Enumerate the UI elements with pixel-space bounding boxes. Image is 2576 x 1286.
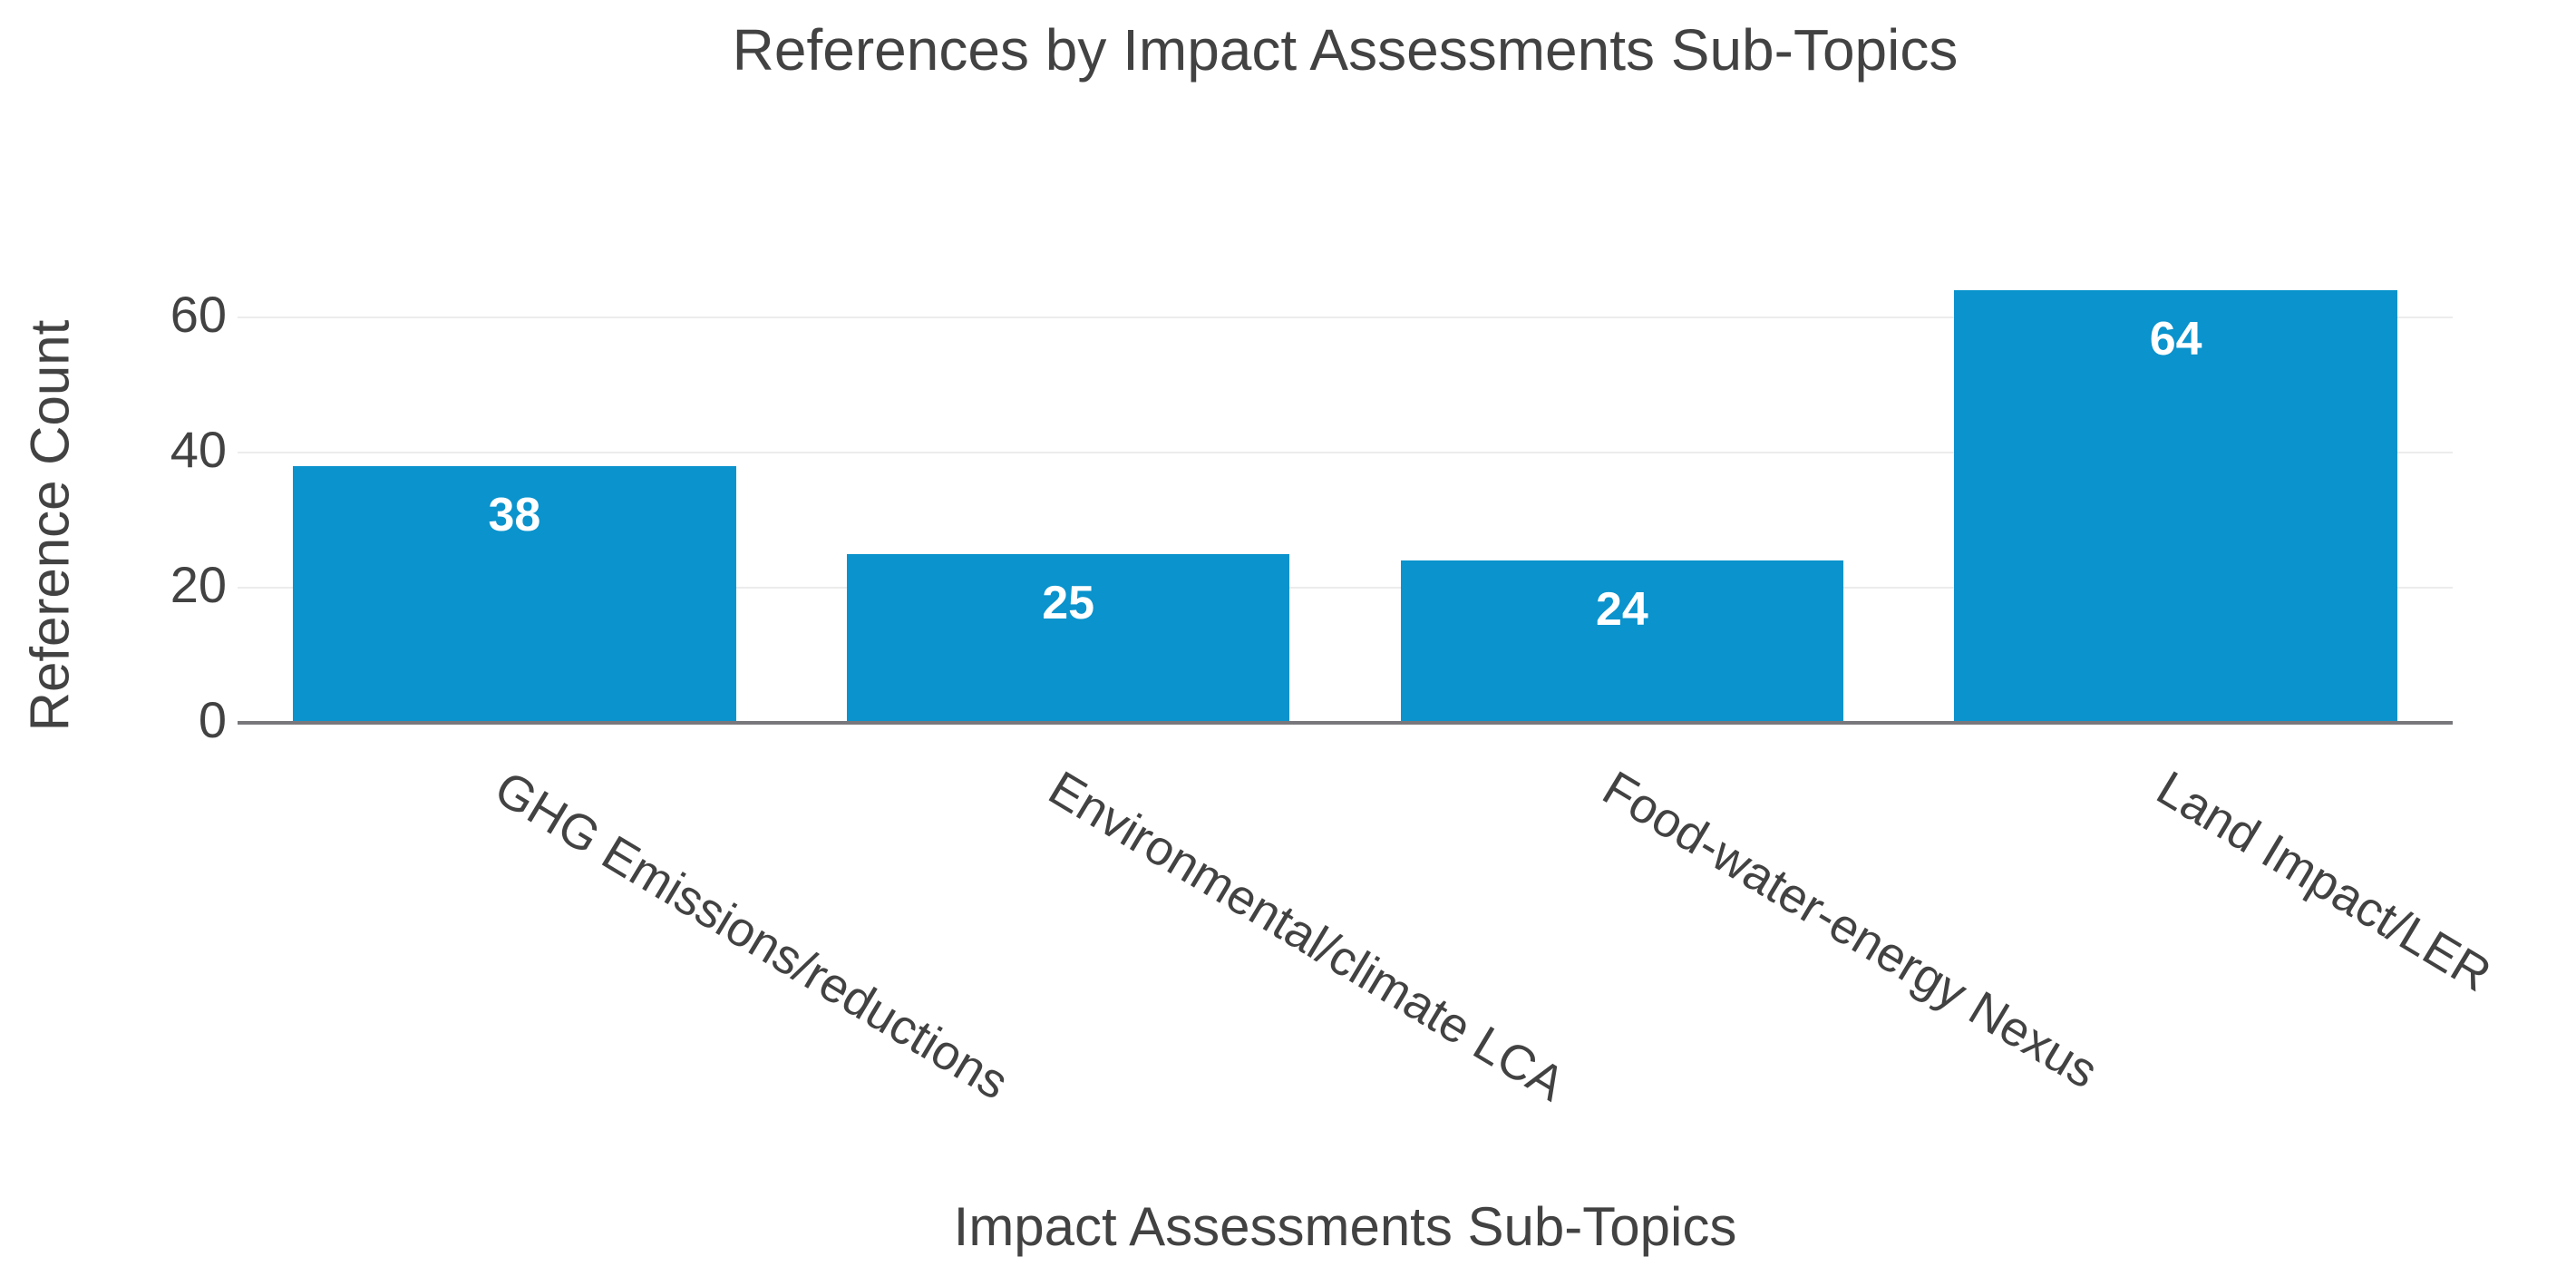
bar <box>846 553 1290 723</box>
gridline <box>238 317 2453 318</box>
bar-value-label: 24 <box>1595 583 1648 637</box>
bar-value-label: 25 <box>1042 576 1095 629</box>
bar-value-label: 38 <box>488 488 541 541</box>
bar-value-label: 64 <box>2149 313 2202 366</box>
bar <box>1954 290 2397 723</box>
x-tick-label: Food-water-energy Nexus <box>1593 760 2107 1099</box>
x-axis-title: Impact Assessments Sub-Topics <box>953 1196 1737 1257</box>
bar <box>293 465 736 723</box>
bar <box>1400 560 1844 723</box>
x-axis-line <box>238 721 2453 725</box>
x-tick-label: Land Impact/LER <box>2147 760 2500 1003</box>
y-tick-label: 0 <box>198 691 227 748</box>
gridline <box>238 587 2453 589</box>
chart-title: References by Impact Assessments Sub-Top… <box>732 17 1959 83</box>
gridline <box>238 452 2453 453</box>
y-tick-label: 60 <box>170 286 227 343</box>
x-tick-label: GHG Emissions/reductions <box>485 760 1018 1111</box>
y-tick-label: 40 <box>170 421 227 478</box>
y-tick-label: 20 <box>170 556 227 613</box>
x-tick-label: Environmental/climate LCA <box>1039 760 1574 1112</box>
